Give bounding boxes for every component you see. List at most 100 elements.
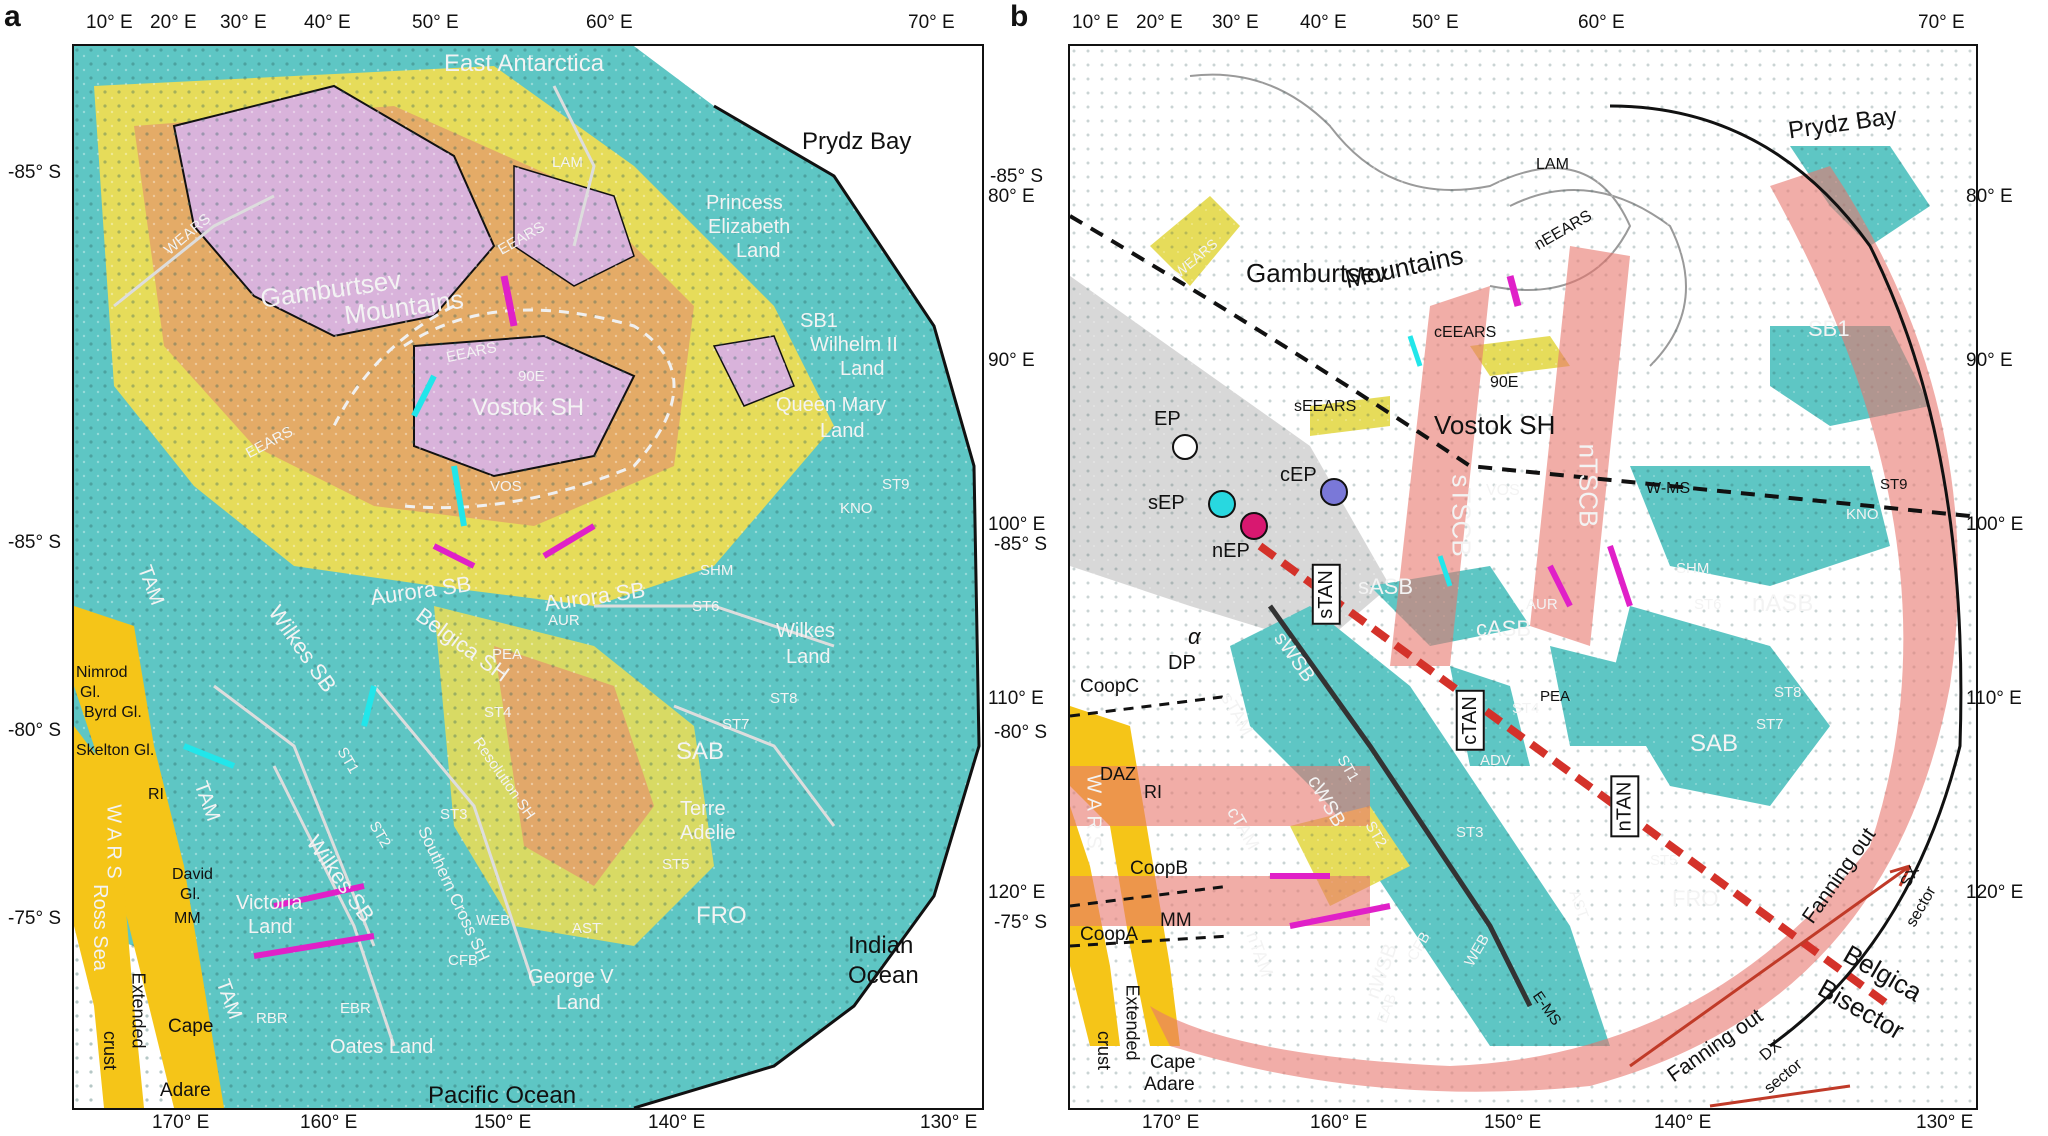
label-vos: VOS bbox=[490, 478, 522, 495]
bottom-tick: 140° E bbox=[1654, 1112, 1712, 1133]
label-gl: Gl. bbox=[180, 886, 201, 903]
label-casb: cASB bbox=[1476, 616, 1532, 641]
label-vostok-sh: Vostok SH bbox=[472, 394, 585, 421]
label-st4: ST4 bbox=[484, 704, 512, 721]
label-land: Land bbox=[820, 420, 865, 442]
label-ri: RI bbox=[1144, 782, 1162, 802]
top-tick: 10° E bbox=[86, 12, 133, 33]
label-gl: Gl. bbox=[80, 684, 101, 701]
top-tick: 60° E bbox=[586, 12, 633, 33]
label-ep: EP bbox=[1154, 408, 1181, 430]
left-tick: -80° S bbox=[8, 720, 62, 741]
panel-a-letter: a bbox=[4, 0, 21, 33]
label-st6: ST6 bbox=[1694, 596, 1722, 613]
bottom-tick: 170° E bbox=[1142, 1112, 1200, 1133]
right-tick: 100° E bbox=[988, 514, 1046, 535]
label-st9: ST9 bbox=[882, 476, 910, 493]
label-extended: Extended bbox=[1122, 984, 1143, 1061]
top-tick: 20° E bbox=[1136, 12, 1183, 33]
right-tick: 110° E bbox=[988, 688, 1044, 709]
label-crust: crust bbox=[100, 1030, 121, 1071]
label-coopa: CoopA bbox=[1080, 924, 1139, 945]
label-daz: DAZ bbox=[1100, 764, 1136, 784]
label-wilhelm: Wilhelm II bbox=[810, 334, 898, 356]
label-90e: 90E bbox=[1490, 374, 1519, 391]
bottom-tick: 150° E bbox=[474, 1112, 532, 1133]
label-vostok-sh: Vostok SH bbox=[1434, 410, 1556, 440]
label-wilkes: Wilkes bbox=[776, 620, 835, 642]
left-tick: -75° S bbox=[8, 908, 62, 929]
label-w-ms: W-MS bbox=[1646, 480, 1691, 497]
label-victoria: Victoria bbox=[236, 892, 303, 914]
label-mm: MM bbox=[174, 910, 201, 927]
top-tick: 20° E bbox=[150, 12, 197, 33]
label-st8: ST8 bbox=[1774, 684, 1802, 701]
label-seears: sEEARS bbox=[1294, 398, 1357, 415]
label-ntan: nTAN bbox=[1610, 775, 1640, 838]
label-ceears: cEEARS bbox=[1434, 324, 1497, 341]
label-vos: VOS bbox=[1486, 482, 1520, 499]
belgica-bisector bbox=[1257, 542, 1893, 1010]
left-tick: -75° S bbox=[994, 912, 1048, 933]
label-prydz-bay: Prydz Bay bbox=[802, 128, 912, 155]
label-adelie: Adelie bbox=[680, 822, 736, 844]
bottom-tick: 160° E bbox=[1310, 1112, 1368, 1133]
bottom-tick: 170° E bbox=[152, 1112, 210, 1133]
right-tick: 90° E bbox=[988, 350, 1035, 371]
label-land: Land bbox=[248, 916, 293, 938]
label-stscb: sTSCB bbox=[1446, 474, 1477, 557]
label-george-v: George V bbox=[528, 966, 614, 988]
top-tick: 60° E bbox=[1578, 12, 1625, 33]
label-ross-sea: Ross Sea bbox=[88, 884, 111, 971]
label-cfb: CFB bbox=[448, 952, 478, 969]
right-tick: 90° E bbox=[1966, 350, 2013, 371]
label-st7: ST7 bbox=[722, 716, 750, 733]
label-mm: MM bbox=[1160, 910, 1192, 931]
label-terre: Terre bbox=[680, 798, 726, 820]
top-tick: 10° E bbox=[1072, 12, 1119, 33]
label-land: Land bbox=[786, 646, 831, 668]
label-coopc: CoopC bbox=[1080, 676, 1140, 697]
left-tick: -85° S bbox=[8, 162, 62, 183]
left-tick: -85° S bbox=[990, 166, 1044, 187]
bottom-tick: 140° E bbox=[648, 1112, 706, 1133]
right-tick: 100° E bbox=[1966, 514, 2024, 535]
label-sab: SAB bbox=[1690, 730, 1739, 757]
label-nasb: nASB bbox=[1752, 590, 1814, 617]
label-wars: W A R S bbox=[1082, 774, 1105, 849]
top-tick: 50° E bbox=[412, 12, 459, 33]
label-wars: W A R S bbox=[102, 804, 125, 879]
label-david: David bbox=[172, 866, 213, 883]
label-queen-mary: Queen Mary bbox=[776, 394, 887, 416]
top-tick: 50° E bbox=[1412, 12, 1459, 33]
label-st4: ST4 bbox=[1512, 700, 1540, 717]
label-ebr: EBR bbox=[340, 1000, 371, 1017]
top-tick: 40° E bbox=[1300, 12, 1347, 33]
label-cape: Cape bbox=[1150, 1052, 1196, 1073]
right-tick: 80° E bbox=[988, 186, 1035, 207]
label-fro: FRO bbox=[696, 902, 747, 929]
label-st3: ST3 bbox=[1456, 824, 1484, 841]
top-tick: 40° E bbox=[304, 12, 351, 33]
label-ocean: Ocean bbox=[848, 962, 919, 989]
label-indian: Indian bbox=[848, 932, 914, 959]
label-adare: Adare bbox=[160, 1080, 211, 1101]
label-coopb: CoopB bbox=[1130, 858, 1189, 879]
label-cep: cEP bbox=[1280, 464, 1317, 486]
top-tick: 70° E bbox=[1918, 12, 1965, 33]
label-shm: SHM bbox=[1676, 560, 1710, 577]
label-st9: ST9 bbox=[1880, 476, 1908, 493]
label-princess: Princess bbox=[706, 192, 783, 214]
left-tick: -85° S bbox=[8, 532, 62, 553]
label-nep: nEP bbox=[1212, 540, 1250, 562]
nep-point bbox=[1240, 512, 1268, 540]
label-st5: ST5 bbox=[1650, 852, 1678, 869]
label-extended: Extended bbox=[128, 972, 149, 1049]
panel-a-map bbox=[72, 44, 984, 1110]
label-ctan: cTAN bbox=[1455, 690, 1485, 751]
label-gamburtsev: Gamburtsev bbox=[1246, 258, 1388, 288]
panel-b-map bbox=[1068, 44, 1978, 1110]
panel-a-map-graphic bbox=[74, 46, 982, 1108]
label-aur: AUR bbox=[548, 612, 580, 629]
right-tick: 120° E bbox=[988, 882, 1046, 903]
